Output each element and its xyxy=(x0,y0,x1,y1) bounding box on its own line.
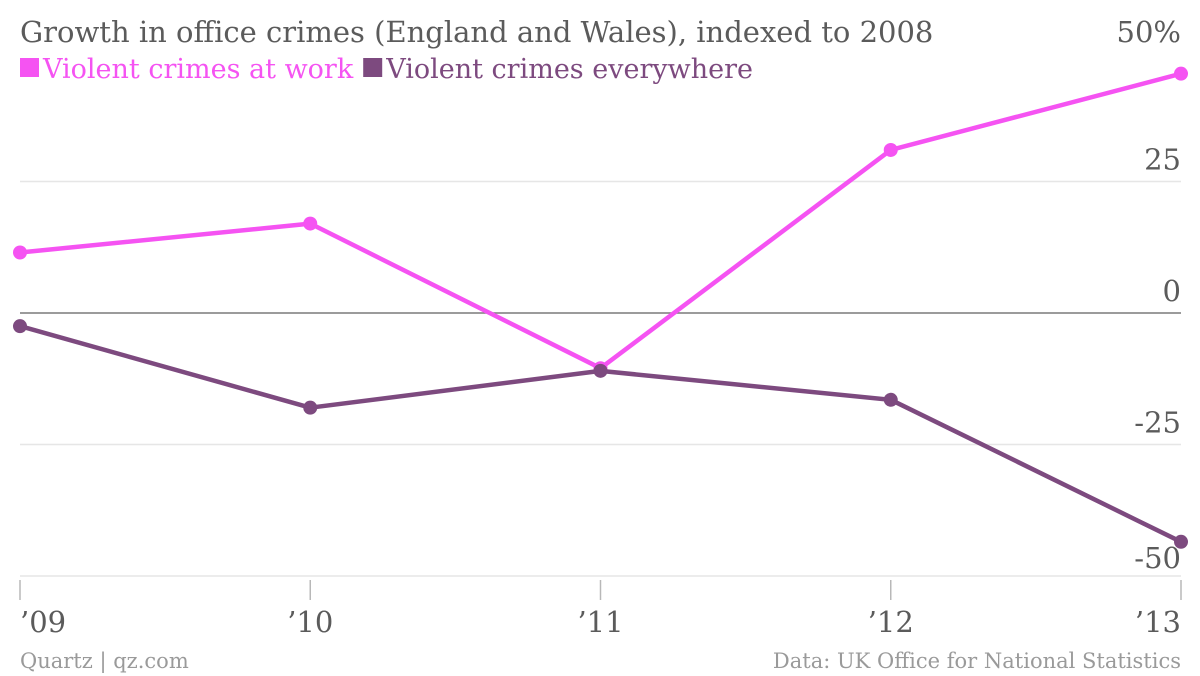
data-point-1-1 xyxy=(303,400,318,415)
data-point-1-3 xyxy=(883,392,898,407)
grid xyxy=(20,180,1181,577)
y-axis-labels: 50% 25 0 -25 -50 xyxy=(1117,15,1181,575)
series-group xyxy=(13,66,1188,549)
data-point-0-4 xyxy=(1174,66,1188,81)
data-point-0-0 xyxy=(13,245,27,260)
y-tick-label-2: 0 xyxy=(1163,274,1181,308)
series-line-1 xyxy=(17,323,1184,545)
data-point-0-3 xyxy=(883,142,898,157)
x-tick-label-2: ’11 xyxy=(577,605,623,639)
chart-title: Growth in office crimes (England and Wal… xyxy=(20,15,933,49)
credit-text: Quartz | qz.com xyxy=(20,649,189,674)
y-tick-label-3: -25 xyxy=(1134,406,1181,440)
legend-swatch-0 xyxy=(20,58,39,77)
y-tick-label-1: 25 xyxy=(1144,143,1181,177)
legend-label-0: Violent crimes at work xyxy=(42,54,354,85)
x-tick-label-4: ’13 xyxy=(1135,605,1181,639)
x-axis: ’09 ’10 ’11 ’12 ’13 xyxy=(19,580,1182,639)
data-point-1-0 xyxy=(13,319,27,334)
data-point-1-4 xyxy=(1174,534,1188,549)
series-line-0 xyxy=(17,71,1184,371)
data-point-0-1 xyxy=(303,216,318,231)
legend-swatch-1 xyxy=(363,58,383,77)
legend: Violent crimes at work Violent crimes eve… xyxy=(20,54,753,85)
y-tick-label-4: -50 xyxy=(1134,541,1181,575)
data-point-1-2 xyxy=(593,363,608,378)
x-tick-label-0: ’09 xyxy=(20,605,66,639)
source-text: Data: UK Office for National Statistics xyxy=(773,649,1181,673)
legend-label-1: Violent crimes everywhere xyxy=(385,54,753,85)
y-tick-label-0: 50% xyxy=(1117,15,1181,49)
x-tick-label-3: ’12 xyxy=(868,605,914,639)
x-tick-label-1: ’10 xyxy=(287,605,333,639)
